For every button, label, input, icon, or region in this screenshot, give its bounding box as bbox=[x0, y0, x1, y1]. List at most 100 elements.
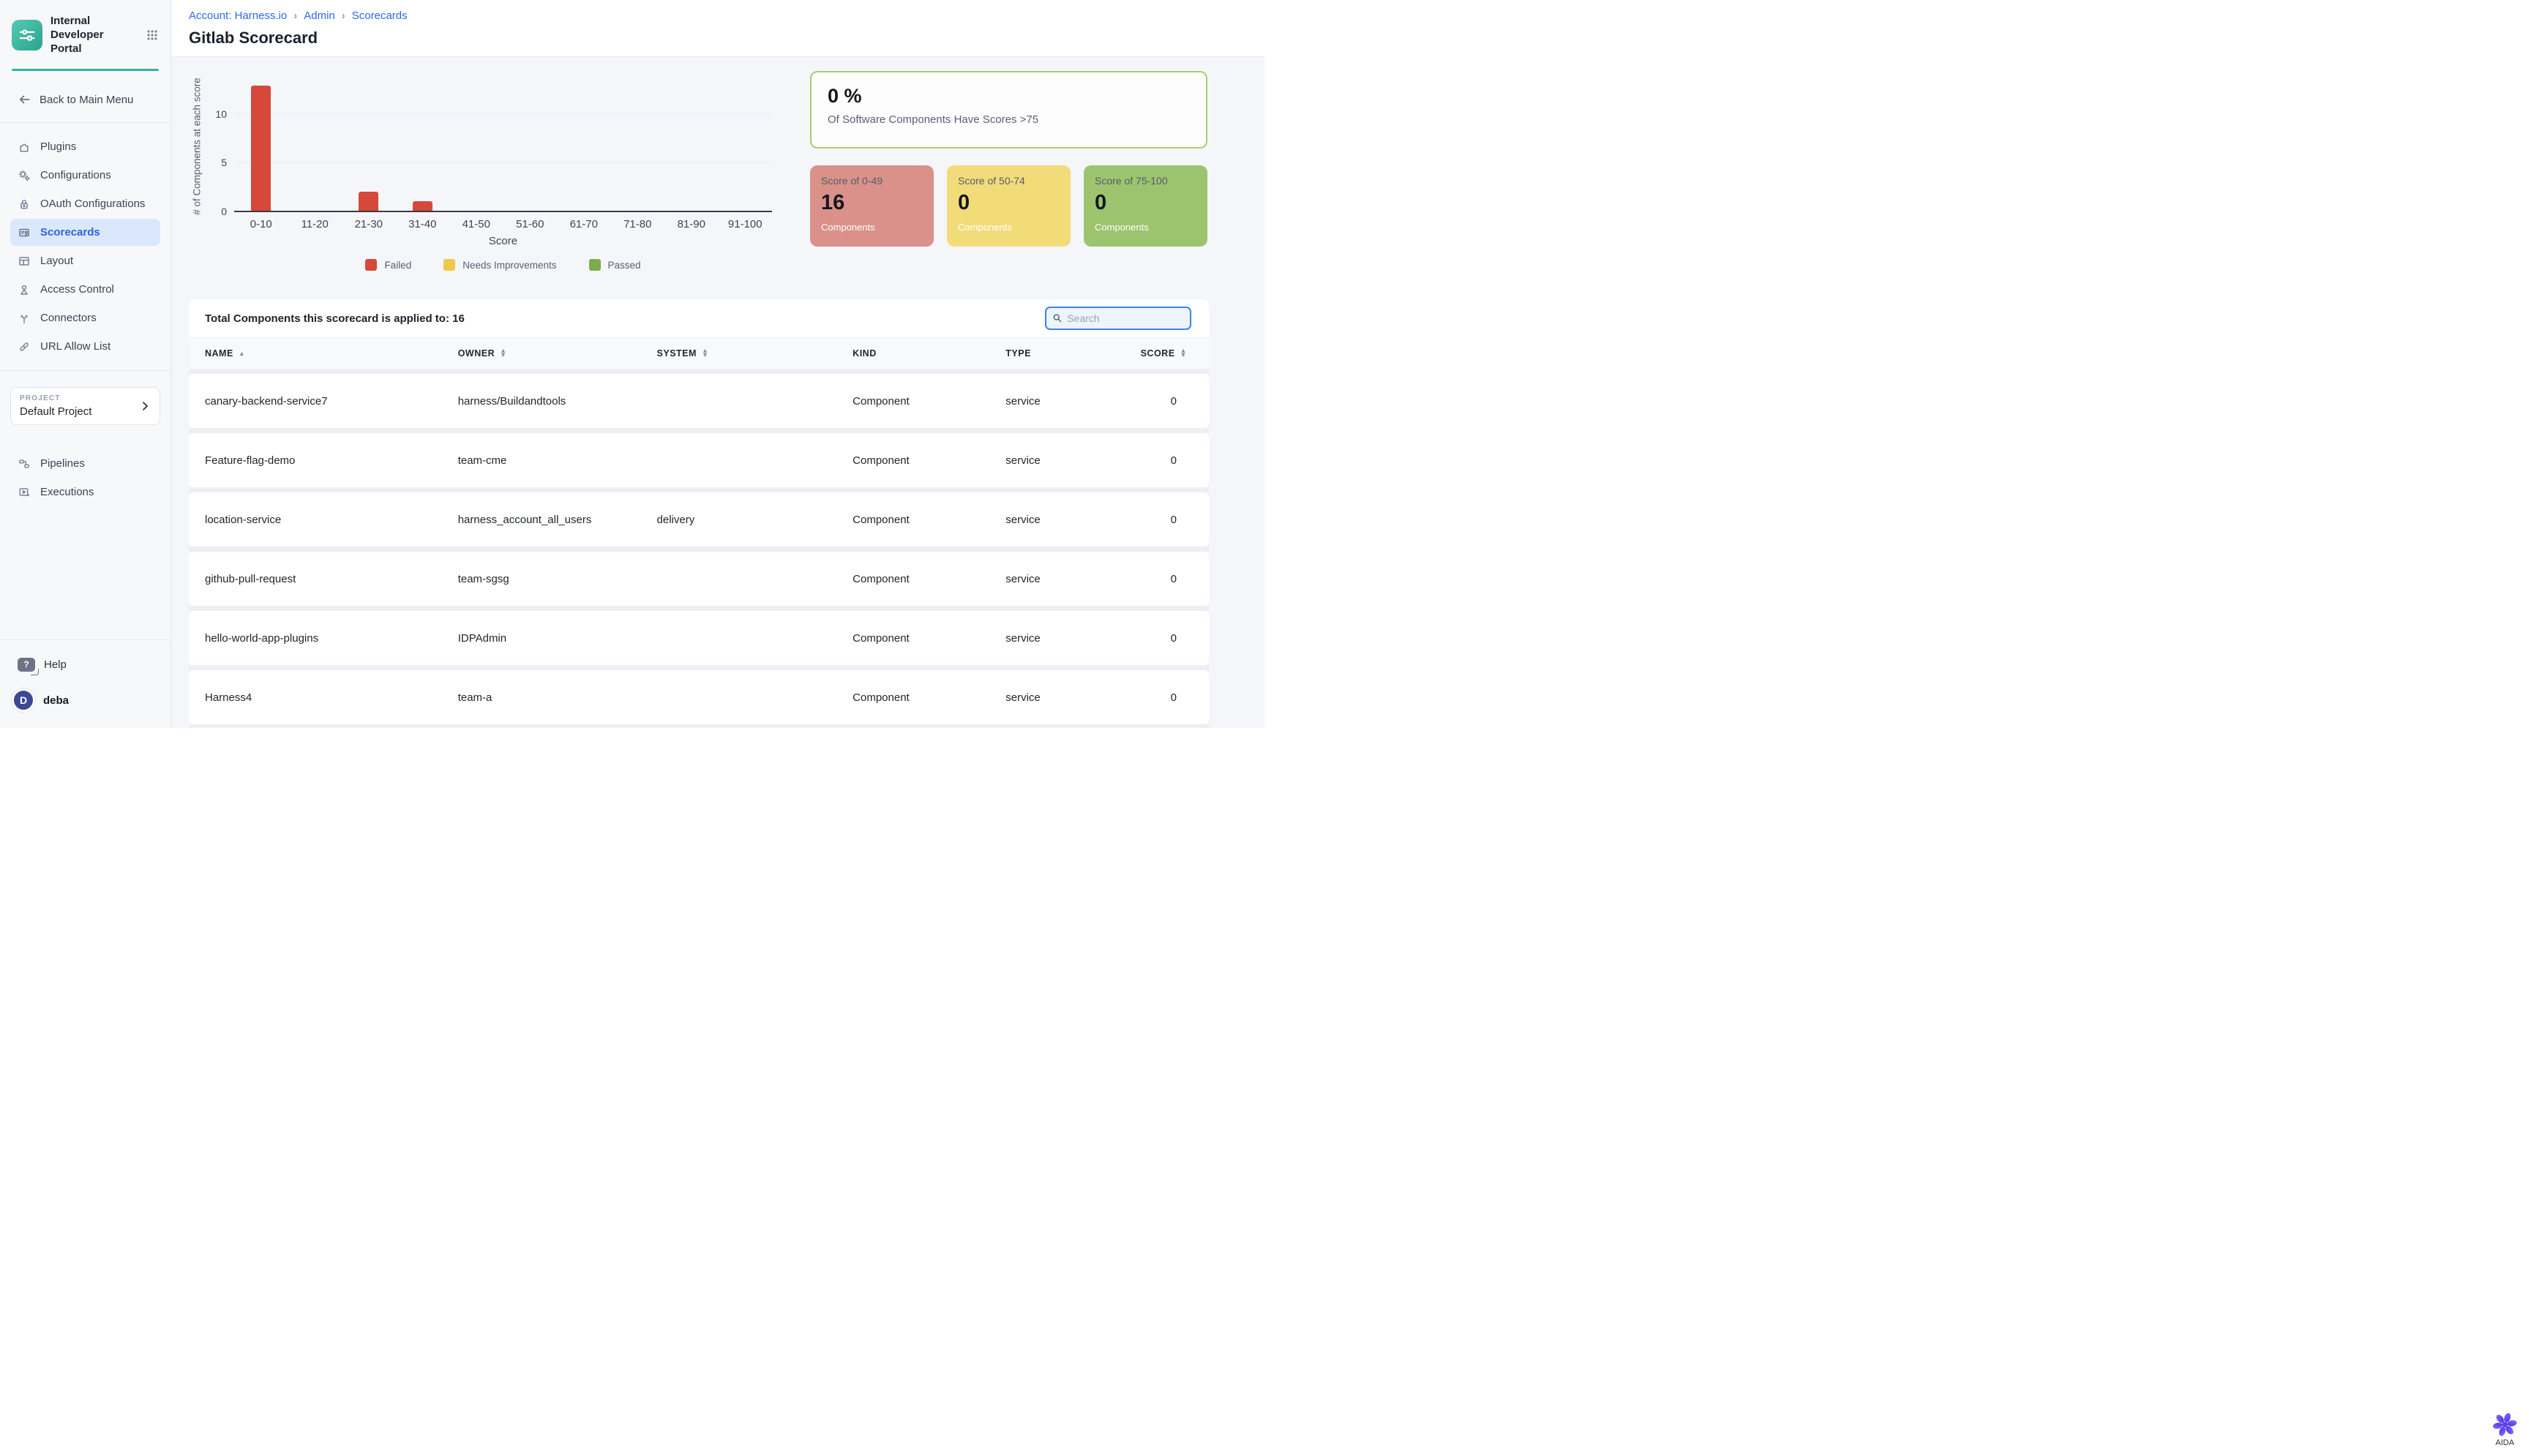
sidebar-item-label: Access Control bbox=[40, 283, 114, 296]
sidebar: Internal Developer Portal Back to Main M… bbox=[0, 0, 171, 728]
column-label: SYSTEM bbox=[656, 348, 697, 359]
cell-type: service bbox=[1005, 691, 1041, 704]
link-icon bbox=[20, 342, 29, 351]
breadcrumb-scorecards[interactable]: Scorecards bbox=[351, 10, 408, 22]
sidebar-item-layout[interactable]: Layout bbox=[10, 247, 160, 274]
bar-31-40 bbox=[412, 200, 432, 211]
sidebar-item-configurations[interactable]: Configurations bbox=[10, 162, 160, 189]
sidebar-item-url-allow-list[interactable]: URL Allow List bbox=[10, 333, 160, 360]
table-row[interactable]: location-service harness_account_all_user… bbox=[189, 492, 1209, 547]
cell-score: 0 bbox=[1170, 631, 1177, 645]
project-name: Default Project bbox=[20, 405, 92, 419]
percent-value: 0 % bbox=[828, 85, 862, 107]
sidebar-item-label: Plugins bbox=[40, 140, 77, 154]
main-area: Account: Harness.io › Admin › Scorecards… bbox=[171, 0, 1264, 728]
table-row[interactable]: github-pull-request team-sgsg Component ser… bbox=[189, 552, 1209, 606]
user-menu[interactable]: D deba bbox=[0, 688, 171, 712]
sort-icon: ▲ ▼ bbox=[500, 347, 507, 359]
cell-owner: team-a bbox=[457, 691, 492, 704]
page-content: # of Components at each score 0 5 10 0-10 1… bbox=[171, 57, 1264, 728]
search-icon bbox=[1053, 314, 1062, 323]
x-tick-label: 11-20 bbox=[301, 218, 329, 230]
table-row[interactable]: Harness4 team-a Component service 0 bbox=[189, 670, 1209, 724]
page-header: Account: Harness.io › Admin › Scorecards… bbox=[171, 0, 1264, 57]
help-chat-icon: ? bbox=[18, 657, 39, 675]
cell-owner: team-sgsg bbox=[457, 572, 509, 585]
search-input[interactable] bbox=[1067, 312, 1184, 324]
column-header-score[interactable]: SCORE ▲ ▼ bbox=[1134, 348, 1209, 359]
sidebar-item-pipelines[interactable]: Pipelines bbox=[10, 450, 160, 477]
y-tick-label: 5 bbox=[221, 157, 227, 169]
sort-ascending-icon: ▲ bbox=[238, 350, 246, 357]
column-header-type[interactable]: TYPE bbox=[989, 348, 1134, 359]
breadcrumb-admin[interactable]: Admin bbox=[304, 10, 335, 22]
breadcrumb: Account: Harness.io › Admin › Scorecards bbox=[189, 10, 1264, 22]
cell-name: Harness4 bbox=[205, 691, 252, 704]
x-tick-label: 61-70 bbox=[569, 218, 598, 230]
sidebar-item-plugins[interactable]: Plugins bbox=[10, 133, 160, 160]
table-row[interactable]: canary-backend-service7 harness/Buildandt… bbox=[189, 374, 1209, 428]
components-table: Total Components this scorecard is appli… bbox=[189, 299, 1209, 728]
sidebar-item-executions[interactable]: Executions bbox=[10, 479, 160, 506]
chart-slot-51-60 bbox=[503, 80, 558, 211]
column-header-system[interactable]: SYSTEM ▲ ▼ bbox=[641, 348, 837, 359]
back-to-main-menu[interactable]: Back to Main Menu bbox=[10, 87, 160, 112]
search-box bbox=[1045, 307, 1191, 330]
legend-item-needs-improvements: Needs Improvements bbox=[443, 259, 557, 271]
sidebar-item-access-control[interactable]: Access Control bbox=[10, 276, 160, 303]
column-header-kind[interactable]: KIND bbox=[836, 348, 989, 359]
column-header-name[interactable]: NAME ▲ bbox=[189, 348, 442, 359]
puzzle-icon bbox=[20, 143, 29, 152]
legend-label: Failed bbox=[384, 259, 412, 271]
cell-type: service bbox=[1005, 513, 1041, 526]
x-tick-label: 31-40 bbox=[408, 218, 437, 230]
cell-owner: harness_account_all_users bbox=[457, 513, 592, 526]
sidebar-item-scorecards[interactable]: Scorecards bbox=[10, 219, 160, 247]
score-card-value: 0 bbox=[1095, 191, 1107, 214]
breadcrumb-account[interactable]: Account: Harness.io bbox=[189, 10, 288, 22]
aida-assistant-button[interactable]: AIDA bbox=[2492, 1412, 2517, 1447]
sidebar-item-connectors[interactable]: Connectors bbox=[10, 304, 160, 331]
aida-flower-icon bbox=[2492, 1413, 2517, 1436]
cell-owner: IDPAdmin bbox=[457, 631, 507, 645]
cell-kind: Component bbox=[853, 691, 910, 704]
cell-score: 0 bbox=[1170, 454, 1177, 467]
sidebar-item-label: URL Allow List bbox=[40, 340, 111, 353]
cell-owner: team-cme bbox=[457, 454, 507, 467]
percent-above-75-card: 0 % Of Software Components Have Scores >… bbox=[810, 71, 1207, 149]
sliders-logo-icon bbox=[19, 29, 35, 41]
idp-logo bbox=[12, 20, 42, 51]
legend-item-passed: Passed bbox=[588, 259, 641, 271]
user-name: deba bbox=[43, 694, 70, 707]
help-button[interactable]: ? Help bbox=[0, 650, 171, 678]
sidebar-item-oauth-configurations[interactable]: OAuth Configurations bbox=[10, 190, 160, 217]
apps-grid-icon[interactable] bbox=[144, 27, 160, 43]
column-header-owner[interactable]: OWNER ▲ ▼ bbox=[442, 348, 641, 359]
total-components-label: Total Components this scorecard is appli… bbox=[205, 312, 465, 325]
chart-slot-41-50 bbox=[449, 80, 503, 211]
aida-label: AIDA bbox=[2495, 1438, 2514, 1447]
legend-swatch bbox=[365, 259, 378, 271]
legend-swatch bbox=[588, 259, 601, 271]
table-row[interactable]: Feature-flag-demo team-cme Component servic… bbox=[189, 433, 1209, 487]
chevron-right-icon: › bbox=[293, 10, 298, 22]
score-card-0-49: Score of 0-49 16 Components bbox=[810, 165, 934, 247]
cell-name: canary-backend-service7 bbox=[205, 394, 328, 408]
score-card-value: 16 bbox=[821, 191, 845, 214]
column-label: SCORE bbox=[1140, 348, 1175, 359]
chart-plot bbox=[234, 80, 772, 212]
cell-kind: Component bbox=[853, 454, 910, 467]
project-selector[interactable]: PROJECT Default Project bbox=[10, 387, 160, 426]
executions-icon bbox=[19, 488, 29, 496]
table-row[interactable]: hello-world-app-plugins IDPAdmin Component… bbox=[189, 611, 1209, 665]
chart-slot-11-20 bbox=[288, 80, 342, 211]
chart-slot-71-80 bbox=[611, 80, 665, 211]
chart-slot-91-100 bbox=[719, 80, 773, 211]
admin-nav: Plugins Configurations OAut bbox=[0, 133, 171, 360]
column-label: NAME bbox=[205, 348, 233, 359]
cell-kind: Component bbox=[853, 572, 910, 585]
page-title: Gitlab Scorecard bbox=[189, 29, 318, 47]
chart-xlabels: 0-10 11-20 21-30 31-40 41-50 51-60 61-70 71-80 8… bbox=[234, 218, 772, 230]
scorecard-overview: # of Components at each score 0 5 10 0-10 1… bbox=[189, 57, 1264, 299]
bar-21-30 bbox=[359, 191, 379, 211]
